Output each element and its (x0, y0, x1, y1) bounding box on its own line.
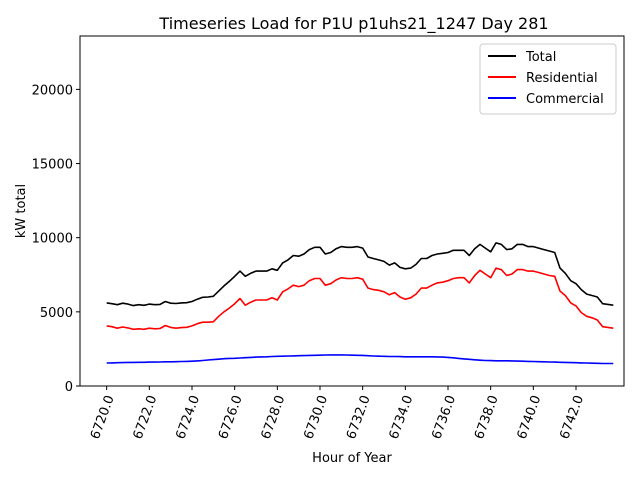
legend: Total Residential Commercial (479, 43, 617, 115)
y-tick-label: 5000 (40, 306, 73, 321)
legend-label-residential: Residential (526, 71, 598, 86)
legend-label-commercial: Commercial (526, 92, 604, 107)
series-line-total (106, 242, 614, 307)
y-tick-label: 10000 (32, 232, 73, 247)
x-axis-label: Hour of Year (312, 451, 392, 466)
series-layer (106, 242, 614, 365)
chart-title: Timeseries Load for P1U p1uhs21_1247 Day… (158, 14, 548, 34)
legend-frame (479, 43, 617, 115)
y-axis: 0 5000 10000 15000 20000 (32, 83, 80, 395)
legend-label-total: Total (525, 50, 556, 65)
series-line-commercial (106, 354, 614, 365)
y-tick-label: 0 (65, 380, 73, 395)
series-line-residential (106, 267, 614, 331)
y-tick-label: 15000 (32, 158, 73, 173)
y-tick-label: 20000 (32, 83, 73, 98)
y-axis-label: kW total (14, 184, 29, 238)
